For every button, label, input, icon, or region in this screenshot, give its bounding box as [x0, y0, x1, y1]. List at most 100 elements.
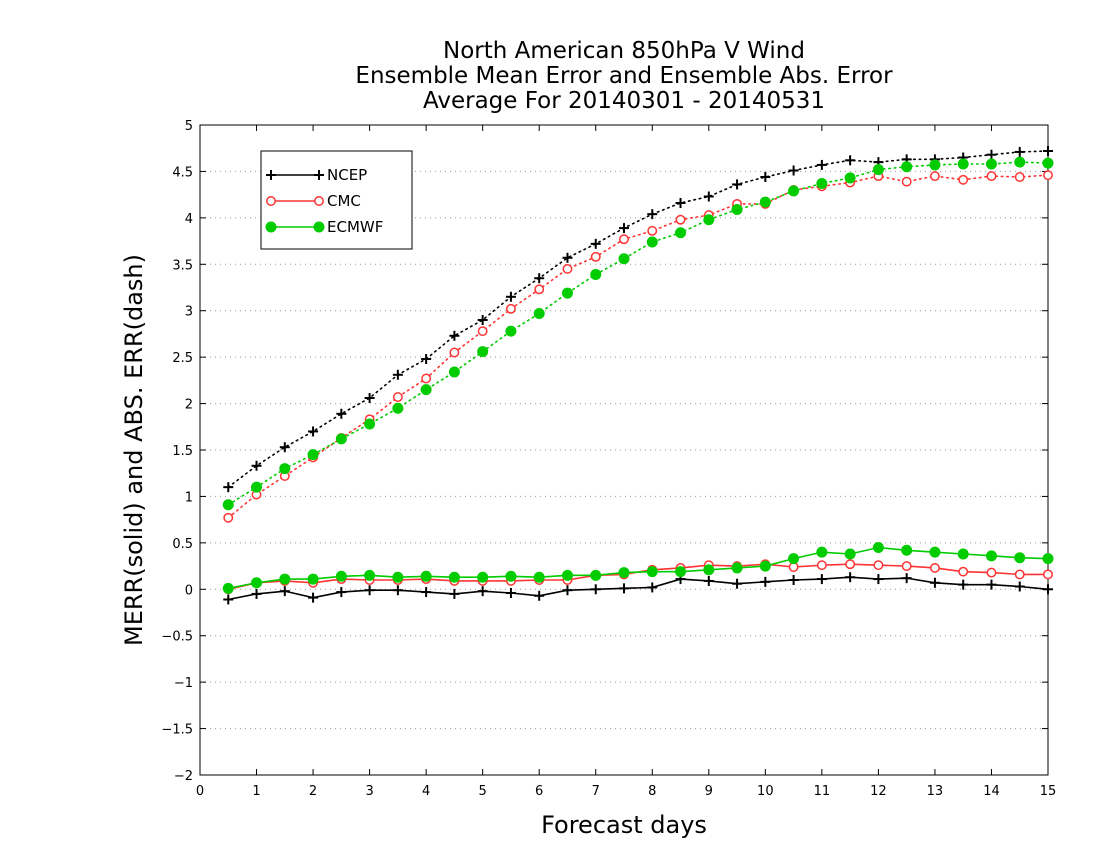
ncep-abs-err-point [336, 408, 347, 419]
ecmwf-mean-err-point [364, 569, 376, 581]
x-tick-label: 14 [983, 784, 1000, 799]
ncep-abs-err-point [986, 149, 997, 160]
x-tick-label: 5 [479, 784, 487, 799]
ecmwf-mean-err-point [788, 553, 800, 565]
ncep-abs-err-point [534, 273, 545, 284]
ncep-abs-err-point [788, 165, 799, 176]
y-tick-label: −0.5 [161, 630, 193, 645]
ncep-mean-err-point [901, 573, 912, 584]
cmc-mean-err-point [929, 562, 940, 573]
ecmwf-abs-err-point [364, 418, 376, 430]
ecmwf-mean-err-point [929, 546, 941, 558]
x-tick-label: 4 [422, 784, 430, 799]
ncep-mean-err-point [449, 588, 460, 599]
ecmwf-abs-err-point [759, 196, 771, 208]
ecmwf-mean-err-point [703, 564, 715, 576]
cmc-abs-err-point [223, 512, 234, 523]
ecmwf-mean-err-point [279, 573, 291, 585]
y-tick-label: 0 [185, 583, 193, 598]
cmc-mean-err-point [986, 567, 997, 578]
ecmwf-mean-err-point [731, 562, 743, 574]
ncep-mean-err-point [816, 574, 827, 585]
ncep-mean-err-point [421, 587, 432, 598]
legend: NCEP CMC ECMWF [260, 150, 413, 250]
ncep-abs-err-point [675, 198, 686, 208]
ecmwf-abs-err-point [957, 158, 969, 170]
ecmwf-mean-err-point [816, 546, 828, 558]
cmc-mean-err-point [816, 560, 827, 571]
ncep-abs-err-point [1014, 146, 1025, 157]
ecmwf-mean-err-point [590, 569, 602, 581]
x-axis-label: Forecast days [541, 811, 707, 839]
x-tick-label: 1 [252, 784, 260, 799]
ncep-mean-err-point [647, 582, 658, 593]
ecmwf-mean-err-point [533, 571, 545, 583]
ecmwf-abs-err-point [985, 158, 997, 170]
ecmwf-abs-err-point [420, 384, 432, 396]
cmc-mean-err-point [845, 559, 856, 570]
ncep-abs-err-point [703, 191, 714, 202]
ncep-abs-err-point [223, 482, 234, 493]
x-tick-label: 12 [870, 784, 887, 799]
cmc-abs-err-point [449, 347, 460, 358]
ecmwf-mean-err-point [844, 548, 856, 560]
ecmwf-mean-err-point [505, 570, 517, 582]
ecmwf-abs-err-point [335, 433, 347, 445]
cmc-abs-err-point [477, 326, 488, 337]
ecmwf-abs-err-point [392, 402, 404, 414]
ncep-mean-err-point [251, 588, 262, 599]
ncep-mean-err-point [619, 583, 629, 594]
cmc-mean-err-point [958, 566, 969, 577]
ecmwf-abs-err-point [731, 204, 743, 215]
cmc-abs-err-point [505, 303, 516, 314]
ecmwf-mean-err-point [1014, 552, 1026, 564]
ncep-abs-err-point [392, 369, 403, 380]
ncep-mean-err-point [958, 579, 969, 590]
y-tick-label: 2.5 [172, 351, 193, 366]
ecmwf-mean-err-point [420, 570, 432, 582]
ncep-mean-err-point [732, 578, 743, 589]
ncep-mean-err-point [336, 587, 347, 598]
y-tick-label: 2 [185, 398, 193, 413]
ncep-abs-err-point [590, 238, 601, 249]
y-tick-label: 3.5 [172, 258, 193, 273]
x-tick-label: 6 [535, 784, 543, 799]
ncep-mean-err-point [477, 586, 488, 597]
title-line-1: Ensemble Mean Error and Ensemble Abs. Er… [355, 63, 893, 89]
ncep-abs-err-point [1043, 146, 1053, 156]
ncep-mean-err-point [392, 585, 403, 596]
ecmwf-mean-err-point [392, 571, 404, 583]
ecmwf-mean-err-point [646, 566, 658, 578]
ecmwf-abs-err-point [646, 236, 658, 248]
ncep-mean-err-point [279, 586, 290, 597]
ecmwf-abs-err-point [872, 164, 884, 176]
ecmwf-abs-err-point [307, 449, 319, 461]
legend-marker-cmc [266, 196, 276, 206]
ncep-abs-err-point [816, 159, 827, 170]
ecmwf-mean-err-point [759, 560, 771, 572]
y-tick-label: 1.5 [172, 444, 193, 459]
y-axis-ticks: −2 −1.5 −1 −0.5 0 0.5 1 1.5 2 2.5 3 3.5 4 4.5 5 [161, 119, 1048, 784]
ncep-abs-err-point [732, 179, 743, 190]
ncep-mean-err-point [760, 576, 771, 587]
ncep-abs-err-point [562, 252, 573, 263]
ecmwf-abs-err-point [703, 214, 715, 226]
ncep-abs-err-point [505, 291, 516, 302]
legend-marker-ecmwf [313, 221, 325, 233]
ncep-abs-err-point [251, 460, 262, 471]
ncep-abs-err-point [364, 393, 375, 403]
cmc-mean-err-point [873, 560, 884, 571]
x-axis-ticks: 0 1 2 3 4 5 6 7 8 9 10 11 12 13 14 15 [196, 125, 1056, 799]
legend-marker-cmc [314, 196, 324, 206]
x-tick-label: 15 [1040, 784, 1057, 799]
cmc-abs-err-point [590, 251, 601, 262]
ecmwf-mean-err-point [1042, 553, 1054, 565]
ecmwf-mean-err-point [448, 571, 460, 583]
ncep-mean-err-point [562, 585, 573, 596]
ecmwf-mean-err-point [872, 542, 884, 553]
cmc-abs-err-point [1014, 172, 1025, 182]
ecmwf-mean-err-point [222, 582, 234, 594]
ncep-mean-err-point [223, 594, 234, 605]
